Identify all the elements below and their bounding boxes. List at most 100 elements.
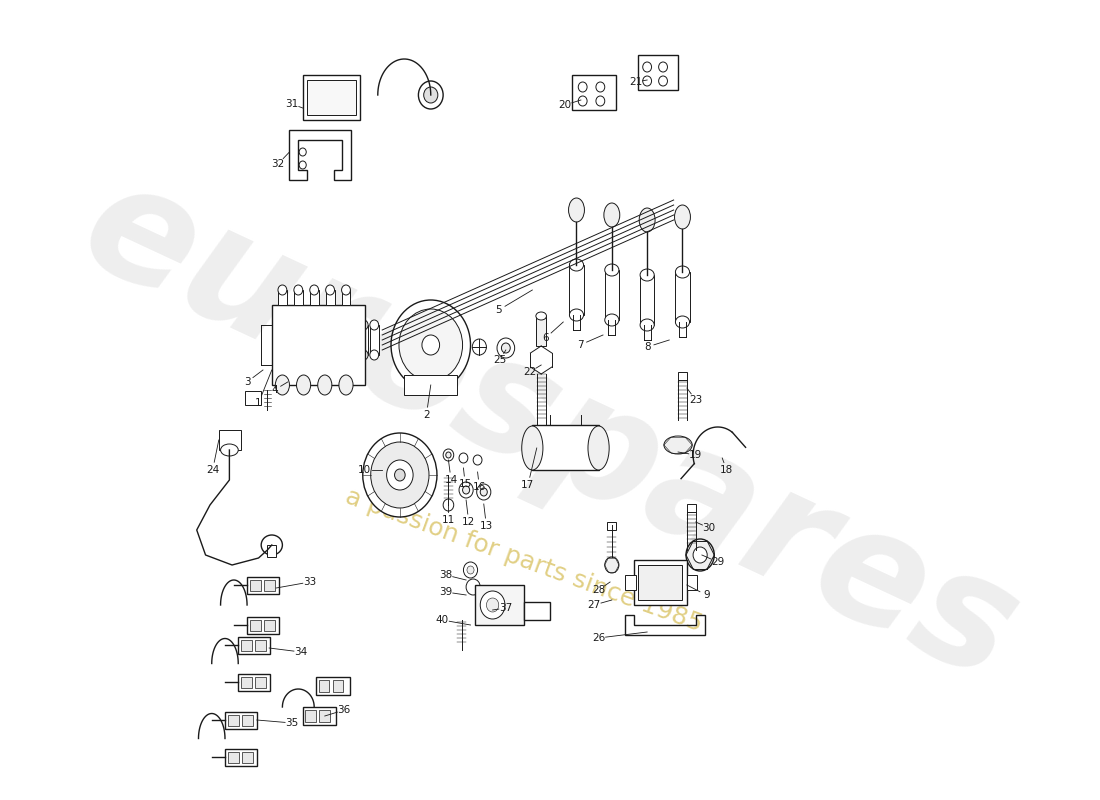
Bar — [605, 270, 619, 320]
Bar — [634, 560, 686, 605]
Circle shape — [642, 62, 651, 72]
Text: a passion for parts since 1985: a passion for parts since 1985 — [342, 484, 705, 636]
Bar — [607, 522, 616, 530]
Circle shape — [422, 335, 440, 355]
Text: 19: 19 — [689, 450, 703, 460]
Bar — [306, 710, 316, 722]
Circle shape — [342, 285, 351, 295]
Text: 35: 35 — [286, 718, 299, 728]
Bar — [307, 80, 355, 115]
Ellipse shape — [221, 444, 239, 456]
Ellipse shape — [664, 436, 692, 454]
Text: 25: 25 — [493, 355, 506, 365]
Text: 29: 29 — [712, 557, 725, 567]
Text: 30: 30 — [703, 523, 715, 533]
Bar — [242, 751, 253, 762]
Text: 9: 9 — [703, 590, 710, 600]
Text: 10: 10 — [358, 465, 371, 475]
Ellipse shape — [261, 535, 283, 555]
Ellipse shape — [521, 426, 543, 470]
Bar — [360, 325, 368, 355]
Bar — [570, 265, 584, 315]
Ellipse shape — [349, 320, 358, 330]
Circle shape — [278, 285, 287, 295]
Bar — [267, 545, 276, 557]
Circle shape — [424, 87, 438, 103]
Ellipse shape — [604, 203, 619, 227]
Bar — [264, 579, 275, 590]
Circle shape — [481, 591, 505, 619]
Ellipse shape — [339, 375, 353, 395]
Bar — [493, 587, 519, 605]
Bar — [228, 751, 239, 762]
Bar — [686, 504, 695, 512]
Circle shape — [466, 579, 481, 595]
Ellipse shape — [675, 316, 690, 328]
Circle shape — [476, 484, 491, 500]
Circle shape — [395, 469, 405, 481]
Ellipse shape — [605, 314, 619, 326]
Bar — [638, 565, 682, 600]
Ellipse shape — [349, 350, 358, 360]
Bar — [640, 275, 654, 325]
Ellipse shape — [473, 455, 482, 465]
Circle shape — [294, 285, 302, 295]
Text: 23: 23 — [689, 395, 703, 405]
Circle shape — [596, 96, 605, 106]
Ellipse shape — [640, 269, 654, 281]
Circle shape — [605, 557, 619, 573]
Circle shape — [659, 76, 668, 86]
Text: 38: 38 — [439, 570, 452, 580]
Text: 27: 27 — [587, 600, 601, 610]
Bar — [319, 680, 329, 692]
Text: 28: 28 — [592, 585, 605, 595]
Text: 12: 12 — [462, 517, 475, 527]
Text: 16: 16 — [473, 482, 486, 492]
Circle shape — [579, 82, 587, 92]
Bar — [319, 710, 330, 722]
Bar — [278, 290, 287, 305]
Circle shape — [463, 486, 470, 494]
Text: 5: 5 — [495, 305, 502, 315]
Ellipse shape — [536, 312, 547, 320]
Circle shape — [299, 148, 306, 156]
Text: 18: 18 — [720, 465, 734, 475]
Text: 34: 34 — [295, 647, 308, 657]
Circle shape — [371, 442, 429, 508]
Ellipse shape — [674, 205, 691, 229]
Bar — [572, 75, 616, 110]
Bar — [228, 714, 239, 726]
Text: 39: 39 — [439, 587, 452, 597]
Bar — [241, 639, 252, 650]
Bar — [226, 711, 256, 729]
Circle shape — [310, 285, 319, 295]
Circle shape — [659, 62, 668, 72]
Bar — [638, 55, 678, 90]
Bar — [342, 290, 351, 305]
Circle shape — [579, 96, 587, 106]
Text: 31: 31 — [286, 99, 299, 109]
Bar — [219, 430, 241, 450]
Bar — [405, 375, 458, 395]
Circle shape — [468, 566, 474, 574]
Ellipse shape — [640, 319, 654, 331]
Bar — [250, 579, 261, 590]
Ellipse shape — [639, 208, 656, 232]
Bar — [242, 714, 253, 726]
Ellipse shape — [605, 264, 619, 276]
Circle shape — [497, 338, 515, 358]
Circle shape — [463, 562, 477, 578]
Text: 21: 21 — [629, 77, 642, 87]
Bar — [349, 325, 358, 355]
Text: 14: 14 — [444, 475, 458, 485]
Circle shape — [386, 460, 414, 490]
Circle shape — [399, 309, 463, 381]
Circle shape — [481, 488, 487, 496]
Bar — [302, 75, 360, 120]
Bar — [255, 677, 266, 687]
Ellipse shape — [370, 350, 378, 360]
Bar — [675, 272, 690, 322]
Text: 2: 2 — [424, 410, 430, 420]
Text: 36: 36 — [338, 705, 351, 715]
Ellipse shape — [370, 320, 378, 330]
